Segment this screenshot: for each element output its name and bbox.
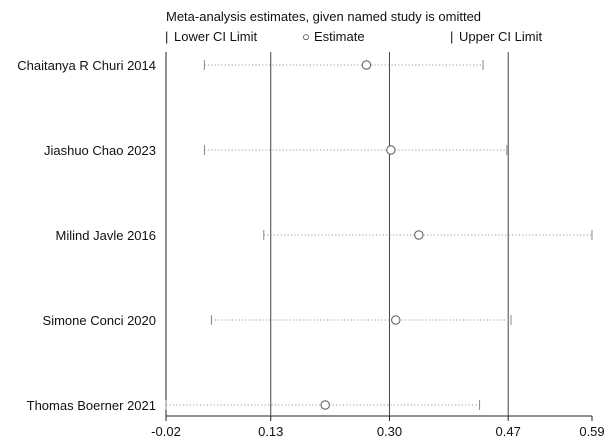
- x-tick-label: 0.30: [377, 424, 402, 439]
- study-row: Thomas Boerner 2021: [27, 398, 481, 413]
- study-label: Chaitanya R Churi 2014: [17, 58, 156, 73]
- x-tick-label: 0.47: [496, 424, 521, 439]
- x-tick-label: 0.13: [258, 424, 283, 439]
- x-axis-ticks: -0.02 0.13 0.30 0.47 0.59: [151, 416, 605, 439]
- x-tick-label: 0.59: [579, 424, 604, 439]
- x-tick-label: -0.02: [151, 424, 181, 439]
- study-row: Milind Javle 2016: [56, 228, 593, 243]
- chart-title: Meta-analysis estimates, given named stu…: [166, 9, 481, 24]
- legend-lower-marker: |: [165, 29, 168, 44]
- estimate-point: [391, 315, 401, 325]
- legend: | Lower CI Limit ○ Estimate | Upper CI L…: [165, 29, 542, 44]
- legend-estimate-marker: ○: [302, 29, 310, 44]
- legend-upper-label: Upper CI Limit: [459, 29, 542, 44]
- study-row: Chaitanya R Churi 2014: [17, 58, 484, 73]
- study-row: Simone Conci 2020: [43, 313, 512, 328]
- study-row: Jiashuo Chao 2023: [44, 143, 508, 158]
- estimate-point: [414, 230, 424, 240]
- study-label: Jiashuo Chao 2023: [44, 143, 156, 158]
- study-label: Simone Conci 2020: [43, 313, 156, 328]
- legend-estimate-label: Estimate: [314, 29, 365, 44]
- study-label: Milind Javle 2016: [56, 228, 156, 243]
- reference-lines: [270, 52, 509, 416]
- estimate-point: [386, 145, 396, 155]
- legend-upper-marker: |: [450, 29, 453, 44]
- legend-lower-label: Lower CI Limit: [174, 29, 257, 44]
- estimate-point: [361, 60, 372, 70]
- estimate-point: [320, 400, 330, 410]
- study-label: Thomas Boerner 2021: [27, 398, 156, 413]
- study-rows: Chaitanya R Churi 2014 Jiashuo Chao 2023 M…: [17, 58, 593, 413]
